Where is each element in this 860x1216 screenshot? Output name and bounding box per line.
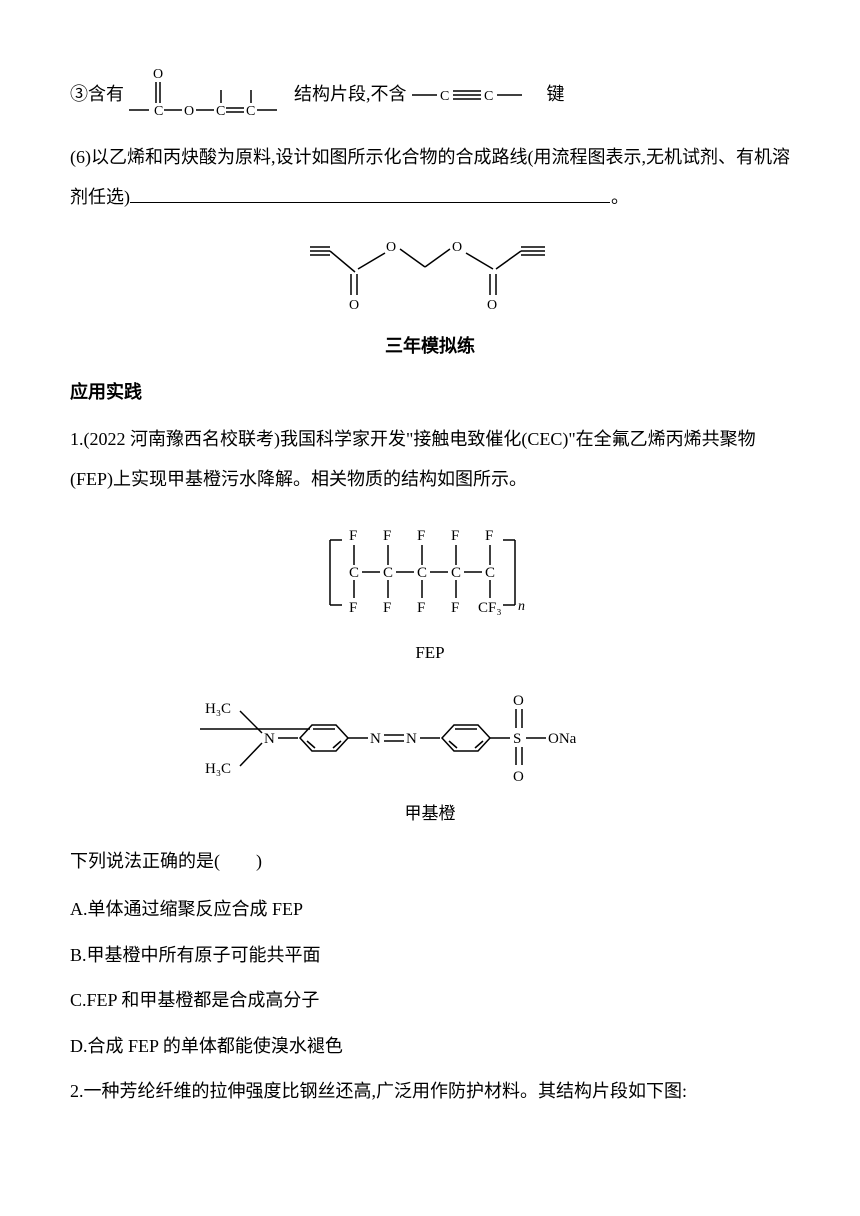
- svg-text:H₃C: H₃C: [205, 701, 231, 717]
- methyl-orange-caption: 甲基橙: [405, 795, 456, 832]
- svg-text:O: O: [349, 298, 359, 313]
- svg-text:C: C: [484, 89, 493, 104]
- q03-suffix: 键: [547, 75, 565, 115]
- svg-text:O: O: [513, 769, 524, 785]
- svg-text:C: C: [349, 565, 359, 581]
- svg-text:N: N: [406, 731, 417, 747]
- svg-text:C: C: [246, 104, 255, 119]
- fep-caption: FEP: [415, 634, 444, 671]
- methyl-orange-icon: H₃C H₃C N N N S O: [200, 681, 660, 791]
- subtitle: 应用实践: [70, 373, 790, 413]
- svg-text:C: C: [216, 104, 225, 119]
- svg-text:F: F: [349, 528, 357, 544]
- svg-text:F: F: [417, 528, 425, 544]
- answer-blank[interactable]: [130, 185, 610, 203]
- ester-vinyl-fragment-icon: C O O C C: [124, 60, 294, 130]
- svg-text:S: S: [513, 731, 521, 747]
- svg-text:F: F: [417, 600, 425, 616]
- svg-text:F: F: [451, 600, 459, 616]
- svg-text:N: N: [370, 731, 381, 747]
- section-title: 三年模拟练: [70, 327, 790, 367]
- svg-text:O: O: [487, 298, 497, 313]
- methyl-orange-structure-wrap: H₃C H₃C N N N S O: [70, 681, 790, 832]
- line-q03: ③含有 C O O C C 结构片段,不含 C C: [70, 60, 790, 130]
- q6-period: 。: [611, 187, 629, 207]
- svg-text:O: O: [452, 240, 462, 255]
- q03-prefix: ③含有: [70, 75, 124, 115]
- product-structure-wrap: O O O O: [70, 227, 790, 317]
- svg-text:CF₃: CF₃: [478, 600, 502, 616]
- fep-structure-wrap: C F F C F F C F F C F F C F CF₃: [70, 510, 790, 671]
- svg-text:ONa: ONa: [548, 731, 577, 747]
- svg-text:O: O: [153, 67, 163, 82]
- q1-choice-B: B.甲基橙中所有原子可能共平面: [70, 936, 790, 976]
- question-2: 2.一种芳纶纤维的拉伸强度比钢丝还高,广泛用作防护材料。其结构片段如下图:: [70, 1072, 790, 1112]
- svg-text:O: O: [386, 240, 396, 255]
- svg-text:F: F: [451, 528, 459, 544]
- fep-structure-icon: C F F C F F C F F C F F C F CF₃: [300, 510, 560, 630]
- svg-text:N: N: [264, 731, 275, 747]
- q1-choice-A: A.单体通过缩聚反应合成 FEP: [70, 890, 790, 930]
- svg-text:C: C: [383, 565, 393, 581]
- svg-text:C: C: [440, 89, 449, 104]
- svg-text:C: C: [417, 565, 427, 581]
- q1-question: 下列说法正确的是( ): [70, 842, 790, 882]
- svg-text:H₃C: H₃C: [205, 761, 231, 777]
- question-6: (6)以乙烯和丙炔酸为原料,设计如图所示化合物的合成路线(用流程图表示,无机试剂…: [70, 138, 790, 217]
- svg-text:F: F: [485, 528, 493, 544]
- svg-text:C: C: [154, 104, 163, 119]
- diester-product-icon: O O O O: [300, 227, 560, 317]
- triple-bond-fragment-icon: C C: [407, 79, 547, 111]
- svg-text:C: C: [485, 565, 495, 581]
- svg-text:F: F: [349, 600, 357, 616]
- svg-text:n: n: [518, 599, 525, 614]
- q1-choice-C: C.FEP 和甲基橙都是合成高分子: [70, 981, 790, 1021]
- q03-mid: 结构片段,不含: [294, 75, 407, 115]
- svg-text:O: O: [184, 104, 194, 119]
- svg-text:F: F: [383, 528, 391, 544]
- q1-choice-D: D.合成 FEP 的单体都能使溴水褪色: [70, 1027, 790, 1067]
- svg-text:O: O: [513, 693, 524, 709]
- svg-text:C: C: [451, 565, 461, 581]
- question-1-stem: 1.(2022 河南豫西名校联考)我国科学家开发"接触电致催化(CEC)"在全氟…: [70, 420, 790, 499]
- svg-text:F: F: [383, 600, 391, 616]
